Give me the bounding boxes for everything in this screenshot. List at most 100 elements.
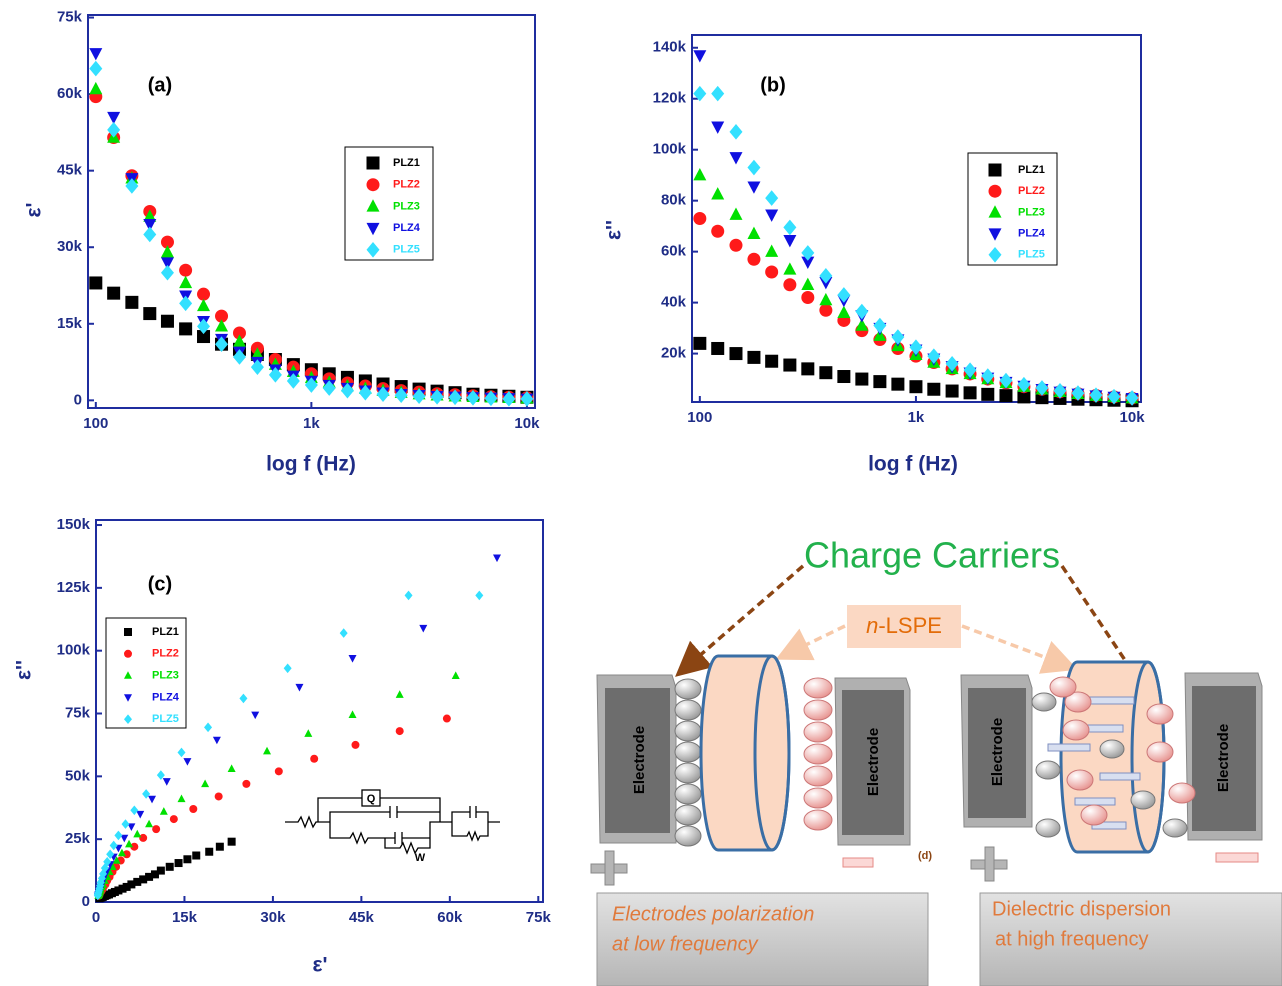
marker	[117, 848, 126, 857]
marker	[310, 754, 319, 763]
marker	[909, 380, 923, 394]
marker	[130, 805, 139, 816]
legend-box	[344, 146, 434, 261]
marker	[711, 121, 725, 134]
marker	[376, 386, 390, 403]
legend-marker	[366, 242, 380, 258]
marker	[109, 840, 118, 851]
y-tick-label: 100k	[57, 642, 91, 659]
legend-label: PLZ3	[1018, 206, 1045, 218]
y-tick-label: 0	[74, 391, 82, 408]
marker	[358, 384, 372, 401]
marker	[855, 318, 869, 331]
marker	[873, 317, 887, 334]
marker	[819, 292, 833, 306]
marker	[165, 862, 174, 871]
marker	[114, 830, 123, 841]
marker	[1071, 385, 1085, 401]
marker	[927, 382, 941, 396]
legend-marker	[124, 671, 132, 679]
marker	[451, 671, 460, 680]
marker	[93, 890, 102, 901]
x-axis-label: log f (Hz)	[868, 453, 958, 476]
x-axis-label: log f (Hz)	[266, 453, 356, 476]
x-tick-label: 1k	[908, 409, 925, 426]
marker	[121, 819, 130, 829]
marker	[783, 358, 797, 372]
marker	[801, 362, 815, 376]
y-tick-label: 20k	[661, 345, 687, 362]
marker	[169, 815, 178, 824]
marker	[192, 851, 201, 860]
marker	[274, 767, 283, 776]
marker	[197, 287, 211, 301]
marker	[747, 181, 761, 194]
marker	[999, 372, 1013, 389]
marker	[148, 795, 157, 804]
x-tick-label: 30k	[260, 909, 286, 926]
marker	[118, 884, 127, 893]
marker	[89, 60, 103, 77]
y-tick-label: 75k	[65, 704, 91, 721]
marker	[106, 849, 115, 860]
y-tick-label: 0	[82, 893, 90, 910]
marker	[963, 362, 977, 378]
marker	[1107, 388, 1121, 405]
marker	[304, 377, 318, 393]
marker	[693, 212, 707, 225]
circuit-label: W	[415, 852, 426, 864]
marker	[145, 872, 154, 881]
marker	[711, 85, 725, 102]
legend-label: PLZ1	[393, 157, 420, 169]
marker	[765, 244, 779, 257]
marker	[89, 81, 103, 95]
marker	[177, 794, 186, 803]
marker	[765, 190, 779, 206]
marker	[475, 590, 484, 601]
marker	[122, 850, 131, 859]
marker	[125, 839, 134, 848]
legend-marker	[366, 199, 380, 212]
marker	[783, 219, 797, 236]
marker	[215, 842, 224, 851]
marker	[136, 810, 145, 819]
marker	[1017, 390, 1031, 404]
marker	[139, 875, 148, 884]
diagram-title: Charge Carriers	[804, 535, 1060, 576]
plot-frame	[95, 519, 544, 903]
marker	[783, 262, 797, 275]
x-tick-label: 1k	[303, 415, 320, 432]
marker	[215, 309, 229, 323]
marker	[177, 747, 186, 758]
marker	[215, 319, 229, 332]
electrode-label: Electrode	[1215, 724, 1232, 792]
marker	[711, 224, 725, 238]
marker	[160, 314, 174, 328]
marker	[160, 235, 174, 249]
marker	[142, 789, 151, 799]
cylinder	[699, 654, 791, 852]
marker	[1035, 380, 1049, 396]
marker	[340, 382, 354, 399]
marker	[765, 354, 779, 368]
x-axis-label: ε'	[313, 954, 328, 977]
marker	[801, 256, 815, 269]
marker	[107, 122, 121, 138]
y-tick-label: 120k	[653, 90, 687, 107]
medium-suffix: -LSPE	[878, 613, 942, 638]
marker	[981, 368, 995, 384]
marker	[747, 226, 761, 239]
marker	[227, 837, 236, 846]
x-tick-label: 10k	[514, 415, 540, 432]
electrode	[1184, 672, 1263, 841]
marker	[162, 778, 171, 786]
marker	[348, 710, 357, 718]
marker	[945, 384, 959, 398]
marker	[412, 388, 426, 405]
marker	[855, 303, 869, 320]
medium-label: n-LSPE	[866, 613, 942, 638]
legend-box	[967, 152, 1058, 266]
medium-prefix: n	[866, 613, 878, 638]
marker	[729, 207, 743, 220]
marker	[801, 277, 815, 290]
